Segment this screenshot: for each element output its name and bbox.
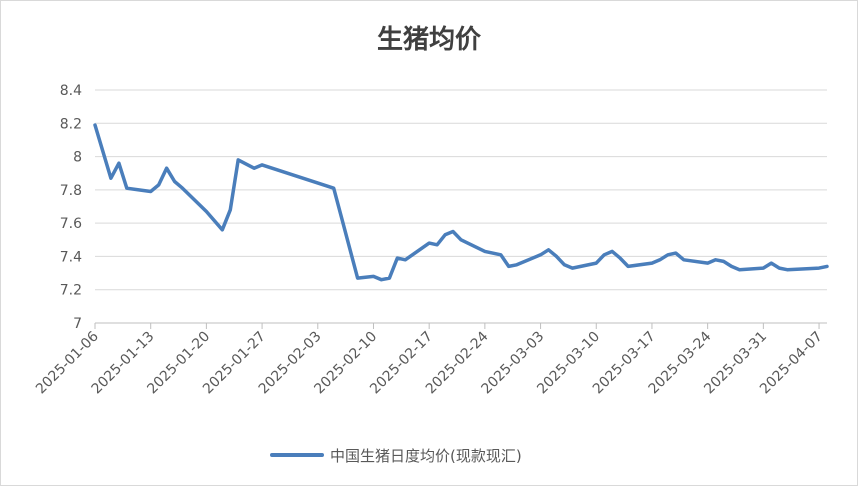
y-tick-label: 7 [73, 316, 82, 332]
legend-label: 中国生猪日度均价(现款现汇) [330, 447, 522, 465]
y-tick-label: 8.2 [60, 116, 82, 132]
y-axis-ticks: 7 7.2 7.4 7.6 7.8 8 8.2 8.4 [60, 83, 82, 332]
y-tick-label: 8 [73, 150, 82, 166]
series-line [93, 123, 829, 282]
y-tick-label: 7.2 [60, 283, 82, 299]
y-tick-label: 7.6 [60, 216, 82, 232]
y-tick-label: 8.4 [60, 83, 82, 99]
legend[interactable]: 中国生猪日度均价(现款现汇) [270, 447, 522, 465]
x-axis-ticks: 2025-01-062025-01-132025-01-202025-01-27… [33, 323, 826, 397]
y-tick-label: 7.4 [60, 249, 82, 265]
series-layer [93, 123, 829, 282]
chart-title: 生猪均价 [377, 25, 482, 55]
gridlines [95, 89, 827, 291]
y-tick-label: 7.8 [60, 183, 82, 199]
